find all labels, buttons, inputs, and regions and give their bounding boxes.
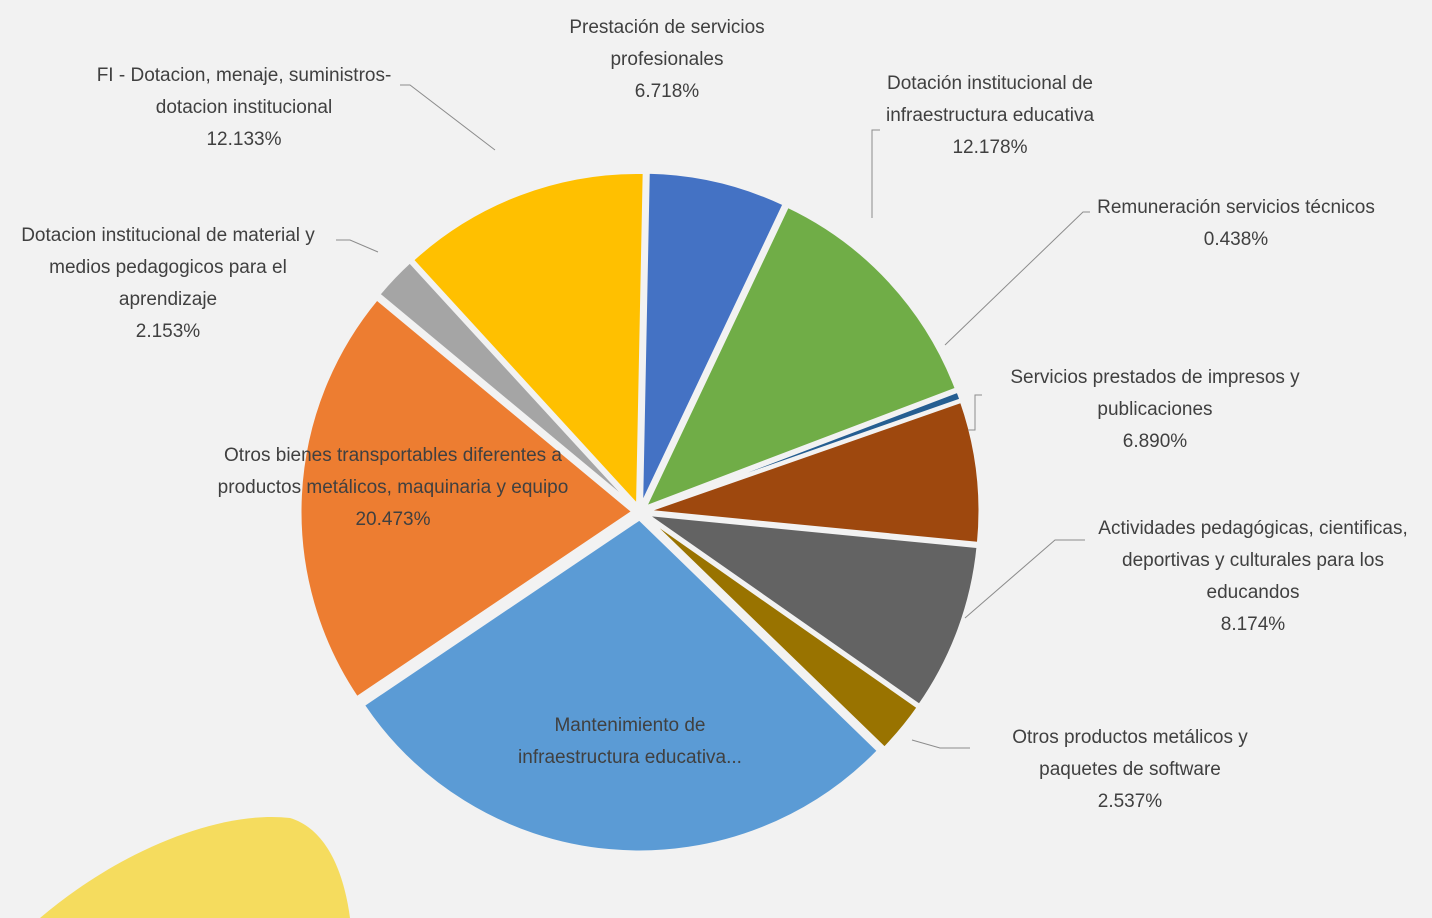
pie-slice <box>376 259 637 509</box>
data-label: Prestación de servicios profesionales 6.7… <box>547 12 787 108</box>
data-label: Dotacion institucional de material y med… <box>0 220 338 348</box>
pie-slice <box>644 515 921 751</box>
pie-slice <box>410 171 646 510</box>
data-label: Actividades pedagógicas, cientificas, de… <box>1083 513 1423 641</box>
pie-slice <box>642 204 959 510</box>
leader-line <box>968 394 982 431</box>
pie-slice <box>640 170 787 506</box>
leader-line <box>964 539 1085 619</box>
value-label: 2.537% <box>1097 791 1163 812</box>
data-label: Remuneración servicios técnicos 0.438% <box>1076 192 1396 256</box>
value-label: 8.174% <box>1220 614 1286 635</box>
leader-line <box>336 239 379 253</box>
category-label: Actividades pedagógicas, cientificas, de… <box>1098 518 1408 603</box>
pie-slice <box>298 296 636 700</box>
value-label: 6.890% <box>1122 431 1188 452</box>
data-label: Dotación institucional de infraestructur… <box>865 68 1115 164</box>
data-label: Servicios prestados de impresos y public… <box>990 362 1320 458</box>
pie-slice <box>641 512 980 708</box>
value-label: 12.178% <box>952 137 1028 158</box>
value-label: 12.133% <box>206 129 282 150</box>
value-label: 2.153% <box>135 321 201 342</box>
category-label: Mantenimiento de infraestructura educati… <box>518 715 742 768</box>
leader-line <box>871 129 880 218</box>
data-label: FI - Dotacion, menaje, suministros- dota… <box>74 60 414 156</box>
category-label: Dotacion institucional de material y med… <box>21 225 315 310</box>
category-label: FI - Dotacion, menaje, suministros- dota… <box>96 65 392 118</box>
data-label: Mantenimiento de infraestructura educati… <box>495 710 765 774</box>
category-label: Dotación institucional de infraestructur… <box>885 73 1095 126</box>
pie-slice <box>646 389 963 512</box>
decor-blob <box>40 816 350 918</box>
category-label: Remuneración servicios técnicos <box>1097 197 1375 218</box>
pie <box>298 170 982 854</box>
category-label: Prestación de servicios profesionales <box>569 17 765 70</box>
value-label: 6.718% <box>634 81 700 102</box>
leader-line <box>944 211 1090 346</box>
leader-lines <box>336 84 1090 749</box>
data-label: Otros bienes transportables diferentes a… <box>213 440 573 536</box>
data-label: Otros productos metálicos y paquetes de … <box>985 722 1275 818</box>
value-label: 0.438% <box>1203 229 1269 250</box>
category-label: Otros productos metálicos y paquetes de … <box>1012 727 1248 780</box>
category-label: Otros bienes transportables diferentes a… <box>217 445 569 498</box>
value-label: 20.473% <box>355 509 431 530</box>
category-label: Servicios prestados de impresos y public… <box>1010 367 1300 420</box>
leader-line <box>911 739 970 749</box>
pie-slice <box>646 399 982 546</box>
leader-line <box>400 84 496 151</box>
pie-slice <box>361 517 881 854</box>
